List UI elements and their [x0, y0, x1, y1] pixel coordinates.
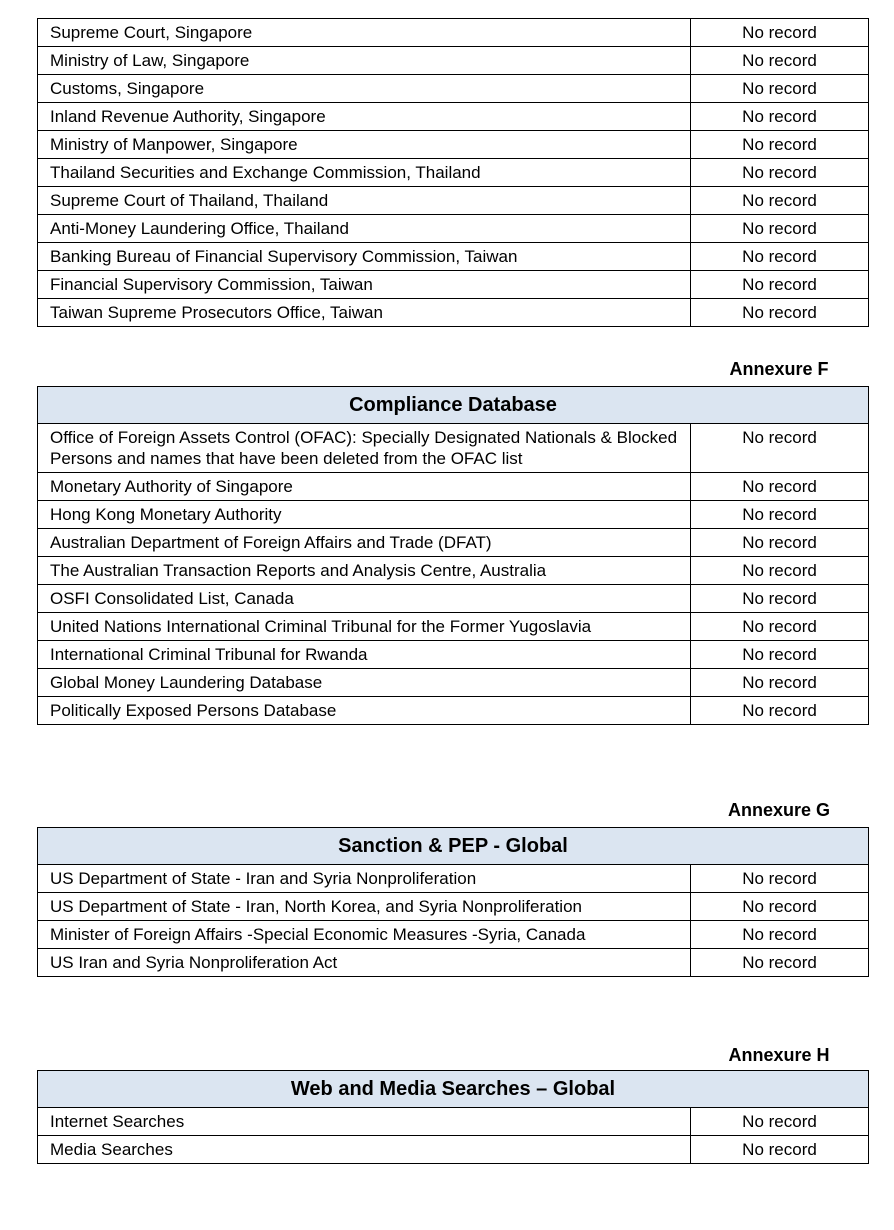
table-title: Sanction & PEP - Global	[36, 827, 870, 865]
source-cell: Internet Searches	[37, 1107, 691, 1136]
table-title: Web and Media Searches – Global	[37, 1070, 869, 1108]
source-cell: Minister of Foreign Affairs -Special Eco…	[37, 920, 691, 949]
table-row: Taiwan Supreme Prosecutors Office, Taiwa…	[37, 298, 869, 327]
table-row: Financial Supervisory Commission, Taiwan…	[37, 270, 869, 299]
table-row: Monetary Authority of Singapore No recor…	[37, 472, 870, 501]
annexure-f-label: Annexure F	[729, 359, 829, 379]
compliance-database-table: Compliance Database Office of Foreign As…	[36, 386, 870, 725]
source-cell: Hong Kong Monetary Authority	[37, 500, 691, 529]
table-row: US Iran and Syria Nonproliferation Act N…	[37, 948, 870, 977]
result-cell: No record	[690, 298, 869, 327]
source-cell: US Department of State - Iran and Syria …	[37, 864, 691, 893]
result-cell: No record	[690, 46, 869, 75]
result-cell: No record	[690, 102, 869, 131]
table-row: Customs, Singapore No record	[37, 74, 869, 103]
table-row: Supreme Court of Thailand, Thailand No r…	[37, 186, 869, 215]
table-row: Thailand Securities and Exchange Commiss…	[37, 158, 869, 187]
source-cell: Taiwan Supreme Prosecutors Office, Taiwa…	[37, 298, 691, 327]
table-row: Supreme Court, Singapore No record	[37, 18, 869, 47]
source-cell: Media Searches	[37, 1135, 691, 1164]
table-header-row: Web and Media Searches – Global	[37, 1070, 869, 1108]
source-cell: Inland Revenue Authority, Singapore	[37, 102, 691, 131]
table-row: Office of Foreign Assets Control (OFAC):…	[37, 423, 870, 473]
source-cell: Politically Exposed Persons Database	[37, 696, 691, 725]
regulatory-sources-table: Supreme Court, Singapore No record Minis…	[37, 18, 869, 327]
table-row: Inland Revenue Authority, Singapore No r…	[37, 102, 869, 131]
source-cell: OSFI Consolidated List, Canada	[37, 584, 691, 613]
source-cell: The Australian Transaction Reports and A…	[37, 556, 691, 585]
result-cell: No record	[689, 528, 870, 557]
source-cell: Monetary Authority of Singapore	[37, 472, 691, 501]
source-cell: US Department of State - Iran, North Kor…	[37, 892, 691, 921]
table-row: Anti-Money Laundering Office, Thailand N…	[37, 214, 869, 243]
source-cell: Supreme Court of Thailand, Thailand	[37, 186, 691, 215]
table-row: Global Money Laundering Database No reco…	[37, 668, 870, 697]
source-cell: Australian Department of Foreign Affairs…	[37, 528, 691, 557]
source-cell: Customs, Singapore	[37, 74, 691, 103]
table-header-row: Compliance Database	[36, 386, 870, 424]
source-cell: Global Money Laundering Database	[37, 668, 691, 697]
result-cell: No record	[689, 423, 870, 473]
source-cell: Supreme Court, Singapore	[37, 18, 691, 47]
result-cell: No record	[689, 584, 870, 613]
result-cell: No record	[690, 242, 869, 271]
result-cell: No record	[689, 948, 870, 977]
table-row: US Department of State - Iran and Syria …	[37, 864, 870, 893]
result-cell: No record	[690, 74, 869, 103]
result-cell: No record	[689, 696, 870, 725]
table-row: US Department of State - Iran, North Kor…	[37, 892, 870, 921]
table-row: Internet Searches No record	[37, 1107, 869, 1136]
table-header-row: Sanction & PEP - Global	[36, 827, 870, 865]
table-row: Minister of Foreign Affairs -Special Eco…	[37, 920, 870, 949]
result-cell: No record	[689, 472, 870, 501]
table-row: OSFI Consolidated List, Canada No record	[37, 584, 870, 613]
table-row: Media Searches No record	[37, 1135, 869, 1164]
source-cell: Office of Foreign Assets Control (OFAC):…	[37, 423, 691, 473]
table-row: Ministry of Manpower, Singapore No recor…	[37, 130, 869, 159]
table-title: Compliance Database	[36, 386, 870, 424]
source-cell: Ministry of Manpower, Singapore	[37, 130, 691, 159]
table-row: International Criminal Tribunal for Rwan…	[37, 640, 870, 669]
result-cell: No record	[689, 500, 870, 529]
result-cell: No record	[689, 920, 870, 949]
table-row: United Nations International Criminal Tr…	[37, 612, 870, 641]
table-row: Politically Exposed Persons Database No …	[37, 696, 870, 725]
source-cell: US Iran and Syria Nonproliferation Act	[37, 948, 691, 977]
annexure-h-label: Annexure H	[728, 1045, 830, 1065]
result-cell: No record	[689, 640, 870, 669]
result-cell: No record	[690, 1135, 869, 1164]
result-cell: No record	[690, 186, 869, 215]
result-cell: No record	[690, 270, 869, 299]
source-cell: Ministry of Law, Singapore	[37, 46, 691, 75]
source-cell: Banking Bureau of Financial Supervisory …	[37, 242, 691, 271]
result-cell: No record	[689, 864, 870, 893]
source-cell: International Criminal Tribunal for Rwan…	[37, 640, 691, 669]
result-cell: No record	[689, 556, 870, 585]
table-row: The Australian Transaction Reports and A…	[37, 556, 870, 585]
source-cell: United Nations International Criminal Tr…	[37, 612, 691, 641]
table-row: Hong Kong Monetary Authority No record	[37, 500, 870, 529]
annexure-g-label: Annexure G	[727, 800, 831, 820]
result-cell: No record	[690, 1107, 869, 1136]
result-cell: No record	[690, 158, 869, 187]
result-cell: No record	[690, 214, 869, 243]
result-cell: No record	[690, 18, 869, 47]
sanction-pep-table: Sanction & PEP - Global US Department of…	[36, 827, 870, 977]
table-row: Australian Department of Foreign Affairs…	[37, 528, 870, 557]
table-row: Banking Bureau of Financial Supervisory …	[37, 242, 869, 271]
source-cell: Thailand Securities and Exchange Commiss…	[37, 158, 691, 187]
table-row: Ministry of Law, Singapore No record	[37, 46, 869, 75]
source-cell: Financial Supervisory Commission, Taiwan	[37, 270, 691, 299]
web-media-searches-table: Web and Media Searches – Global Internet…	[37, 1070, 869, 1164]
source-cell: Anti-Money Laundering Office, Thailand	[37, 214, 691, 243]
result-cell: No record	[689, 612, 870, 641]
result-cell: No record	[689, 668, 870, 697]
result-cell: No record	[689, 892, 870, 921]
result-cell: No record	[690, 130, 869, 159]
